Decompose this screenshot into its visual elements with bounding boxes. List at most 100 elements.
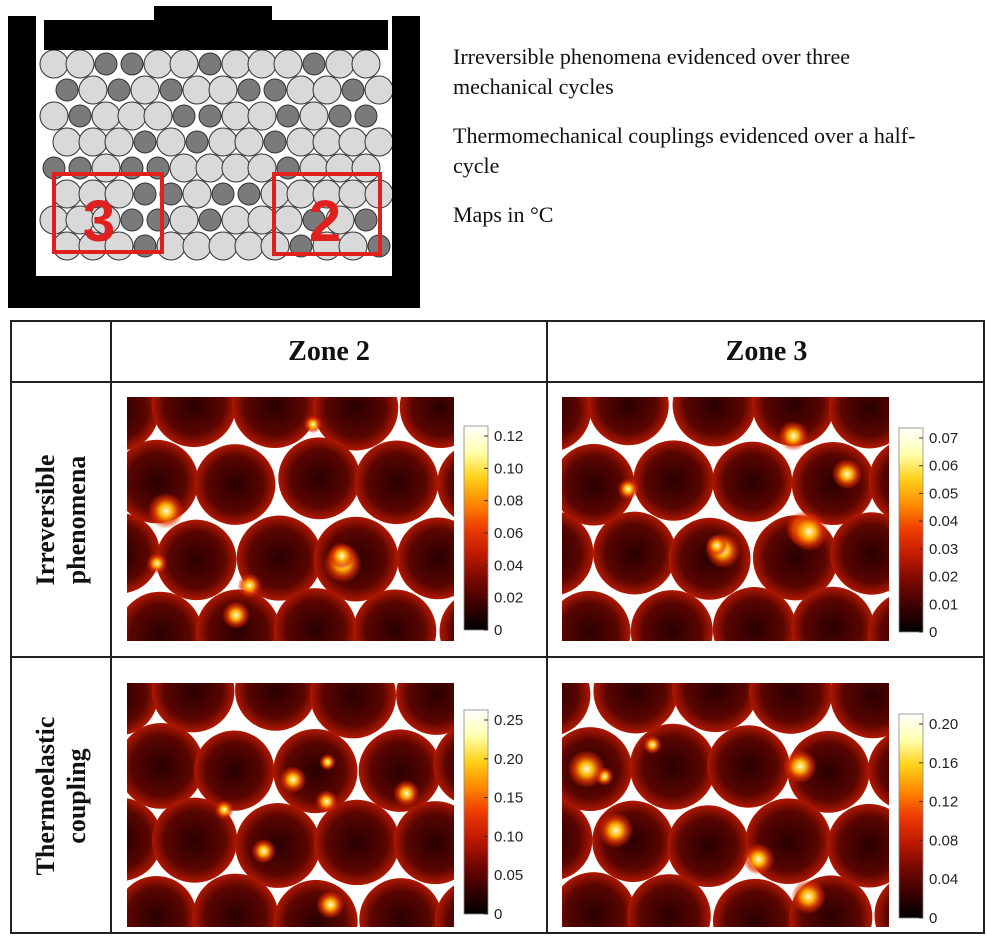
heatmap-grain: [627, 874, 711, 927]
notes: Irreversible phenomena evidenced over th…: [453, 42, 953, 249]
heatmap-hotspot: [214, 800, 234, 820]
heatmap-grain: [830, 512, 889, 595]
heatmap-grain: [791, 586, 875, 641]
grain: [159, 78, 183, 102]
colorbar-tick-label: 0.12: [929, 794, 958, 811]
grain: [107, 78, 131, 102]
frame-right-wall: [392, 16, 420, 308]
note-units: Maps in °C: [453, 202, 554, 227]
heatmap-grain: [127, 591, 203, 641]
colorbar-tick-label: 0.12: [494, 428, 523, 445]
heatmap-grain: [562, 799, 593, 879]
grain: [289, 234, 313, 258]
colorbar-tick-label: 0.05: [494, 867, 523, 884]
zone-3-label: 3: [83, 189, 115, 254]
heatmap-grain: [868, 597, 889, 641]
grain: [302, 52, 326, 76]
grain: [276, 104, 300, 128]
grain: [302, 208, 326, 232]
heatmap-grain: [707, 725, 790, 808]
grain: [146, 208, 170, 232]
grain: [341, 78, 365, 102]
grain: [364, 75, 394, 105]
grain: [182, 231, 212, 261]
row-header-thermoelastic: Thermoelastic coupling: [12, 658, 110, 934]
grain: [325, 153, 355, 183]
colorbar-tick-label: 0.05: [929, 485, 958, 502]
heatmap-grain: [827, 803, 889, 888]
heatmap-hotspot: [705, 534, 728, 557]
heatmap-grain: [235, 803, 321, 888]
note-couplings: Thermomechanical couplings evidenced ove…: [453, 123, 916, 178]
heatmap-hotspot: [598, 812, 634, 848]
grain: [351, 153, 381, 183]
heatmap-grain: [313, 397, 399, 451]
heatmap-grain: [127, 397, 160, 451]
heatmap-grain: [273, 588, 357, 641]
grain: [195, 153, 225, 183]
grain: [94, 52, 118, 76]
note-irreversible: Irreversible phenomena evidenced over th…: [453, 44, 851, 99]
heatmap-hotspot: [567, 750, 606, 788]
column-header-zone-2: Zone 2: [288, 336, 370, 367]
heatmap-grain: [358, 729, 442, 812]
heatmap-hotspot: [393, 780, 420, 807]
heatmap-hotspot: [831, 458, 863, 490]
heatmap-grain: [562, 512, 594, 595]
grain: [237, 78, 261, 102]
heatmap-grain: [868, 734, 889, 806]
results-table: Zone 2 Zone 3 Irreversible phenomena The…: [10, 320, 985, 934]
grain: [338, 179, 368, 209]
heatmap-grain: [712, 587, 797, 641]
grain: [312, 127, 342, 157]
colorbar-tick-label: 0.03: [929, 541, 958, 558]
grain: [169, 49, 199, 79]
heatmap-grain: [354, 440, 439, 525]
heatmap-grain: [667, 805, 749, 888]
heatmap-hotspot: [742, 843, 775, 876]
heatmap-grain: [562, 872, 636, 927]
loading-plate: [44, 20, 388, 50]
colorbar-tick-label: 0: [494, 906, 502, 923]
grain: [104, 179, 134, 209]
colorbar-tick-label: 0.08: [929, 832, 958, 849]
grain: [130, 75, 160, 105]
grain: [143, 49, 173, 79]
grain: [133, 182, 157, 206]
heatmap-grain: [127, 798, 162, 881]
colorbar-zone3-irreversible: 0.07 0.06 0.05 0.04 0.03 0.02 0.01 0: [898, 427, 958, 641]
colorbar-tick-label: 0.20: [929, 716, 958, 733]
heatmap-grain: [562, 443, 635, 526]
grain: [299, 101, 329, 131]
grain: [182, 179, 212, 209]
heatmap-hotspot: [222, 601, 250, 629]
heatmap-grain: [156, 519, 237, 601]
colorbar-tick-label: 0: [929, 910, 937, 927]
grain: [78, 127, 108, 157]
heatmap-hotspot: [315, 790, 338, 813]
heatmap-grain: [593, 511, 676, 595]
grain: [52, 127, 82, 157]
grain: [354, 104, 378, 128]
heatmap-grain: [593, 683, 679, 734]
heatmap-hotspot: [316, 890, 345, 919]
row-header-irreversible: Irreversible phenomena: [12, 383, 110, 656]
colorbar-tick-label: 0.08: [494, 493, 523, 510]
heatmap-grain: [399, 397, 454, 449]
grain: [169, 153, 199, 183]
grain: [364, 127, 394, 157]
grain: [273, 49, 303, 79]
heatmap-grain: [830, 683, 889, 739]
colorbar-tick-label: 0.10: [494, 828, 523, 845]
grid-line: [12, 381, 983, 383]
row-label-line: phenomena: [62, 455, 91, 584]
heatmap-zone2-irreversible: [127, 397, 454, 641]
heatmap-hotspot: [783, 749, 817, 784]
specimen-schematic: 3 2: [8, 6, 420, 308]
heatmap-grain: [712, 441, 793, 522]
heatmap-grain: [310, 683, 396, 739]
heatmap-hotspot: [237, 573, 262, 598]
heatmap-grain: [396, 683, 454, 735]
grain: [65, 49, 95, 79]
colorbar-tick-label: 0.04: [494, 557, 523, 574]
